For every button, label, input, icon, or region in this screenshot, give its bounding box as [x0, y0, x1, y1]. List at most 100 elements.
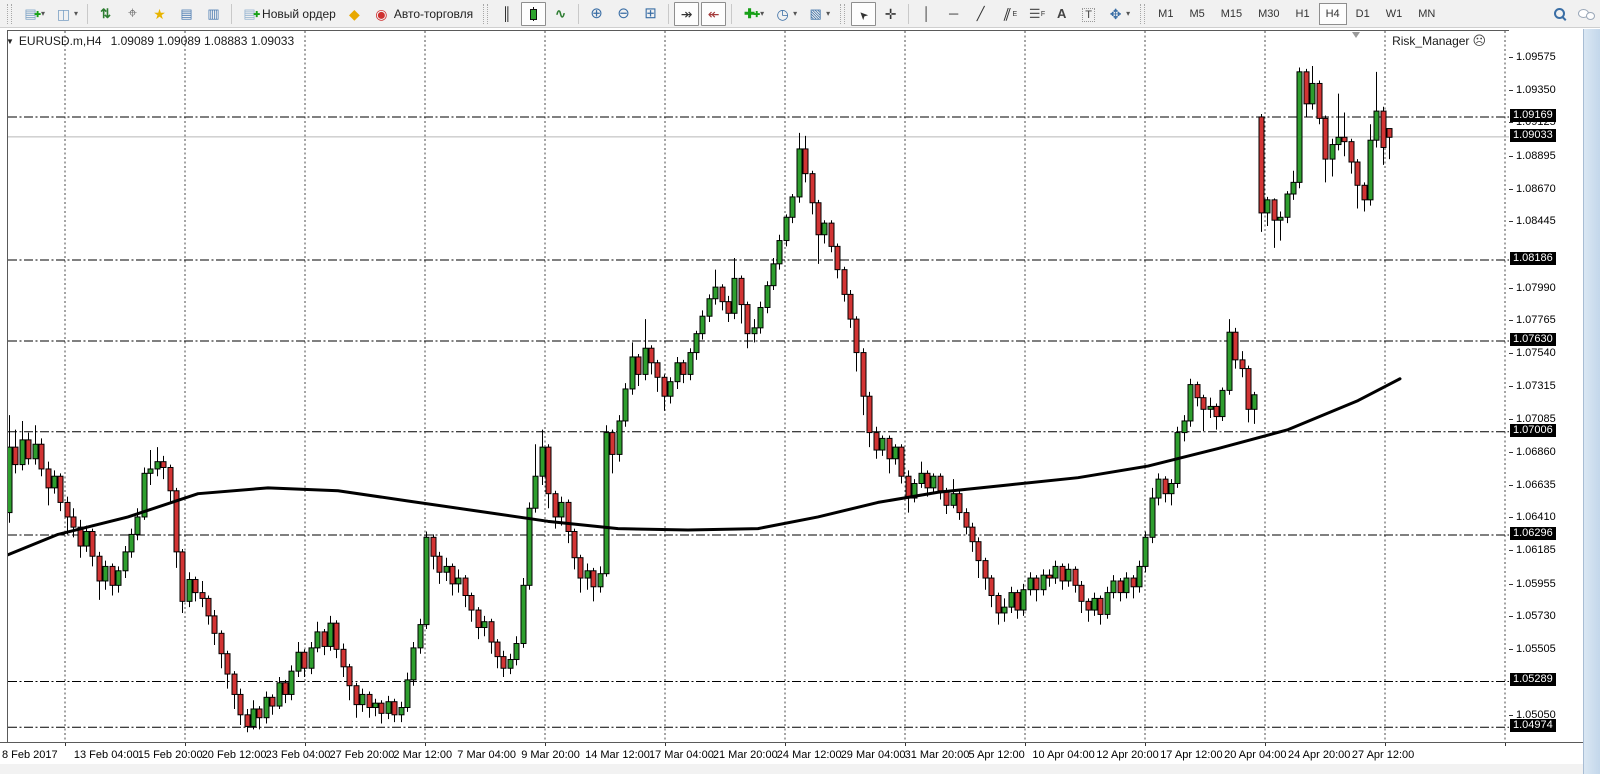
price-axis-label: 1.07540: [1516, 347, 1556, 360]
indicators-button[interactable]: ▾: [737, 2, 768, 26]
timeframe-m30-button[interactable]: M30: [1258, 7, 1280, 20]
time-axis-label: 20 Feb 12:00: [201, 749, 267, 761]
time-axis-label: 10 Apr 04:00: [1032, 749, 1095, 761]
time-axis-tick: [305, 743, 306, 746]
timeframe-m15-button[interactable]: M15: [1220, 7, 1243, 20]
horizontal-line-button[interactable]: [941, 2, 966, 26]
price-axis-tick: [1509, 155, 1513, 157]
timeframe-h1-button[interactable]: H1: [1295, 7, 1310, 20]
linechart-icon: [552, 6, 569, 22]
timeframe-mn-button[interactable]: MN: [1418, 7, 1436, 20]
timeframe-w1-button[interactable]: W1: [1385, 7, 1403, 20]
price-axis-label: 1.05955: [1516, 577, 1556, 590]
equidistant-channel-button[interactable]: [995, 2, 1020, 26]
new-order-button-label: Новый ордер: [262, 6, 336, 21]
tester-icon: [205, 6, 222, 22]
timeframe-m1-button[interactable]: M1: [1158, 7, 1174, 20]
price-level-label: 1.07630: [1510, 332, 1556, 346]
timeframe-h4-button[interactable]: H4: [1318, 2, 1347, 25]
bar-chart-button[interactable]: [494, 2, 519, 26]
price-chart-canvas[interactable]: [8, 31, 1509, 742]
time-axis-tick: [665, 743, 666, 746]
price-level-label: 1.06296: [1510, 526, 1556, 540]
price-axis-label: 1.08445: [1516, 215, 1556, 228]
templates-button[interactable]: ▾: [803, 2, 834, 26]
new-order-button[interactable]: Новый ордер: [237, 2, 340, 26]
toolbar-separator: [731, 3, 733, 24]
favorites-button[interactable]: [147, 2, 172, 26]
price-axis-tick: [1509, 419, 1513, 421]
zoom-in-button[interactable]: [584, 2, 609, 26]
time-axis-label: 31 Mar 20:00: [904, 749, 970, 761]
neworder-icon: [241, 6, 260, 23]
search-icon: [1552, 6, 1568, 22]
market-watch-button[interactable]: [93, 2, 118, 26]
profiles-button[interactable]: ▾: [51, 2, 82, 26]
navigator-button[interactable]: [120, 2, 145, 26]
price-axis-label: 1.06410: [1516, 511, 1556, 524]
toolbar-separator: [231, 3, 233, 24]
search-button[interactable]: [1548, 2, 1572, 26]
time-axis-tick: [1385, 743, 1386, 746]
strategy-tester-button[interactable]: [201, 2, 226, 26]
time-axis-label: 7 Mar 04:00: [457, 749, 516, 761]
toolbar-grip: [840, 3, 846, 24]
text-button[interactable]: [1049, 2, 1074, 26]
chart-plot-area[interactable]: [7, 30, 1510, 743]
time-axis-tick: [1025, 743, 1026, 746]
metaeditor-button[interactable]: [342, 2, 367, 26]
price-axis-tick: [1509, 517, 1513, 519]
time-axis[interactable]: 8 Feb 2017 13 Feb 04:00 15 Feb 20:00 20 Feb…: [0, 742, 1583, 765]
periods-button[interactable]: ▾: [770, 2, 801, 26]
trendline-icon: [972, 6, 989, 22]
templates-icon: [807, 6, 824, 22]
time-axis-label: 17 Apr 12:00: [1160, 749, 1223, 761]
fibonacci-button[interactable]: [1022, 2, 1047, 26]
chartshift-icon: [705, 6, 722, 22]
price-axis[interactable]: 1.09575 1.09350 1.09125 1.08895 1.08670 1.084…: [1509, 30, 1583, 774]
one-click-trading-toggle-icon[interactable]: ▼: [6, 36, 14, 46]
chart-shift-button[interactable]: [701, 1, 727, 26]
arrows-button[interactable]: ▾: [1103, 2, 1134, 26]
price-axis-tick: [1509, 550, 1513, 552]
cursor-button[interactable]: [851, 1, 877, 26]
price-axis-tick: [1509, 320, 1513, 322]
chart-title: ▼ EURUSD.m,H4 1.09089 1.09089 1.08883 1.…: [6, 34, 294, 48]
candlestick-chart-button[interactable]: [521, 1, 547, 26]
ea-smiley-icon[interactable]: ☹: [1472, 33, 1486, 48]
price-axis-label: 1.06860: [1516, 445, 1556, 458]
time-axis-label: 23 Feb 04:00: [265, 749, 331, 761]
auto-scroll-button[interactable]: [674, 1, 700, 26]
chart-shift-marker[interactable]: [1352, 32, 1360, 38]
price-level-label: 1.04974: [1510, 719, 1556, 733]
autotrading-button[interactable]: Авто-торговля: [369, 2, 477, 26]
chat-button[interactable]: [1574, 2, 1599, 26]
zoom-out-button[interactable]: [611, 2, 636, 26]
time-axis-label: 13 Feb 04:00: [73, 749, 139, 761]
crosshair-button[interactable]: [878, 2, 903, 26]
price-axis-tick: [1509, 122, 1513, 124]
timeframe-m5-button[interactable]: M5: [1189, 7, 1205, 20]
timeframe-d1-button[interactable]: D1: [1355, 7, 1370, 20]
terminal-button[interactable]: [174, 2, 199, 26]
price-axis-label: 1.07315: [1516, 379, 1556, 392]
candle-icon: [525, 6, 542, 22]
line-chart-button[interactable]: [548, 2, 573, 26]
crosshair-icon: [882, 6, 899, 22]
price-axis-label: 1.09350: [1516, 83, 1556, 96]
time-axis-label: 29 Mar 04:00: [840, 749, 906, 761]
new-chart-button[interactable]: ▾: [18, 2, 49, 26]
tile-windows-button[interactable]: [638, 2, 663, 26]
vertical-line-button[interactable]: [914, 2, 939, 26]
dropdown-arrow-icon: ▾: [41, 9, 46, 18]
toolbar-grip: [1140, 3, 1146, 24]
trendline-button[interactable]: [968, 2, 993, 26]
zoomout-icon: [615, 6, 632, 22]
fibo-icon: [1026, 6, 1045, 23]
price-axis-tick: [1509, 353, 1513, 355]
text-label-button[interactable]: [1076, 2, 1101, 26]
autotrading-button-label: Авто-торговля: [393, 6, 474, 21]
time-axis-label: 27 Feb 20:00: [329, 749, 395, 761]
price-axis-label: 1.05050: [1516, 709, 1556, 722]
time-axis-label: 21 Mar 20:00: [712, 749, 778, 761]
